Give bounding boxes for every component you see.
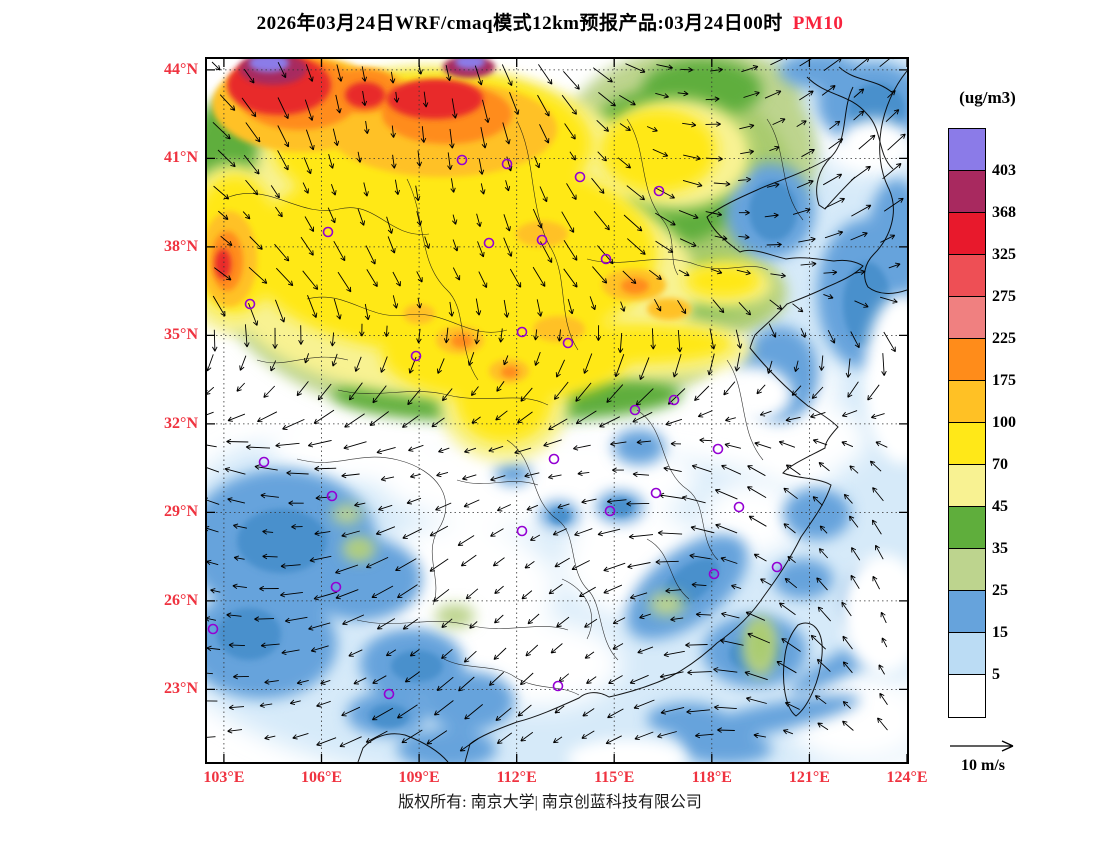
city-marker: [516, 326, 528, 338]
city-marker: [733, 501, 745, 513]
colorbar-tick-label: 325: [992, 246, 1016, 263]
city-marker: [552, 680, 564, 692]
lon-axis-label: 106°E: [300, 769, 343, 786]
colorbar-tick-label: 35: [992, 540, 1008, 557]
lon-axis-label: 103°E: [203, 769, 245, 786]
city-marker: [322, 226, 334, 238]
city-marker: [548, 453, 560, 465]
city-marker: [629, 404, 641, 416]
city-marker: [410, 350, 422, 362]
lat-axis-label: 35°N: [164, 326, 198, 344]
city-marker: [330, 581, 342, 593]
colorbar-tick-label: 70: [992, 456, 1008, 473]
lat-axis-label: 29°N: [164, 503, 198, 521]
city-marker: [383, 688, 395, 700]
city-marker: [562, 337, 574, 349]
colorbar-segment: [949, 255, 985, 297]
colorbar-tick-label: 5: [992, 666, 1000, 683]
city-marker: [708, 568, 720, 580]
lat-axis-label: 38°N: [164, 237, 198, 255]
city-marker: [501, 158, 513, 170]
colorbar-unit: (ug/m3): [959, 88, 1016, 107]
colorbar-tick-label: 15: [992, 624, 1008, 641]
city-marker: [456, 154, 468, 166]
colorbar-tick-label: 225: [992, 330, 1016, 347]
colorbar-segment: [949, 675, 985, 717]
station-markers-layer: [207, 154, 783, 700]
lat-axis-label: 32°N: [164, 414, 198, 432]
city-marker: [574, 171, 586, 183]
city-marker: [516, 525, 528, 537]
city-marker: [483, 237, 495, 249]
purple-layer: [249, 59, 485, 72]
forecast-map: [205, 57, 909, 764]
city-marker: [326, 490, 338, 502]
lon-axis-label: 112°E: [496, 769, 537, 786]
colorbar-tick-label: 45: [992, 498, 1008, 515]
city-marker: [650, 487, 662, 499]
lat-axis-label: 23°N: [164, 680, 198, 698]
colorbar-tick-label: 175: [992, 372, 1016, 389]
page-title: 2026年03月24日WRF/cmaq模式12km预报产品:03月24日00时 P…: [0, 8, 1100, 35]
colorbar-tick-label: 100: [992, 414, 1016, 431]
colorbar-segment: [949, 213, 985, 255]
colorbar-segment: [949, 129, 985, 171]
lat-axis-label: 44°N: [164, 60, 198, 78]
wind-vectors-layer: [207, 59, 906, 752]
colorbar: [948, 128, 986, 718]
lon-axis-label: 118°E: [691, 769, 732, 786]
borders-layer: [223, 118, 804, 696]
colorbar-segment: [949, 297, 985, 339]
city-marker: [536, 234, 548, 246]
colorbar-segment: [949, 423, 985, 465]
colorbar-segment: [949, 507, 985, 549]
sea-white-layer: [567, 119, 907, 762]
colorbar-tick-label: 403: [992, 162, 1016, 179]
city-marker: [653, 185, 665, 197]
lon-axis-label: 124°E: [886, 769, 928, 786]
colorbar-segment: [949, 171, 985, 213]
city-marker: [604, 505, 616, 517]
colorbar-segment: [949, 633, 985, 675]
colorbar-segment: [949, 549, 985, 591]
lat-axis-label: 26°N: [164, 591, 198, 609]
colorbar-tick-label: 275: [992, 288, 1016, 305]
city-marker: [244, 298, 256, 310]
lon-axis-label: 121°E: [788, 769, 830, 786]
city-marker: [668, 394, 680, 406]
title-main: 2026年03月24日WRF/cmaq模式12km预报产品:03月24日00时: [256, 13, 783, 34]
lat-axis-label: 41°N: [164, 149, 198, 167]
city-marker: [207, 623, 219, 635]
pm10-concentration-map: [207, 59, 907, 762]
colorbar-segment: [949, 381, 985, 423]
axis-ticks-layer: [207, 59, 907, 762]
colorbar-tick-label: 25: [992, 582, 1008, 599]
copyright-footer: 版权所有: 南京大学| 南京创蓝科技有限公司: [398, 794, 702, 811]
colorbar-tick-label: 368: [992, 204, 1016, 221]
lon-axis-label: 109°E: [398, 769, 440, 786]
colorbar-segment: [949, 465, 985, 507]
title-pollutant: PM10: [792, 13, 844, 34]
colorbar-segment: [949, 339, 985, 381]
city-marker: [258, 456, 270, 468]
wind-reference-arrow-icon: [950, 740, 1014, 752]
lon-axis-label: 115°E: [594, 769, 635, 786]
city-marker: [600, 253, 612, 265]
colorbar-segment: [949, 591, 985, 633]
city-marker: [712, 443, 724, 455]
wind-reference-label: 10 m/s: [961, 757, 1005, 774]
city-marker: [771, 561, 783, 573]
